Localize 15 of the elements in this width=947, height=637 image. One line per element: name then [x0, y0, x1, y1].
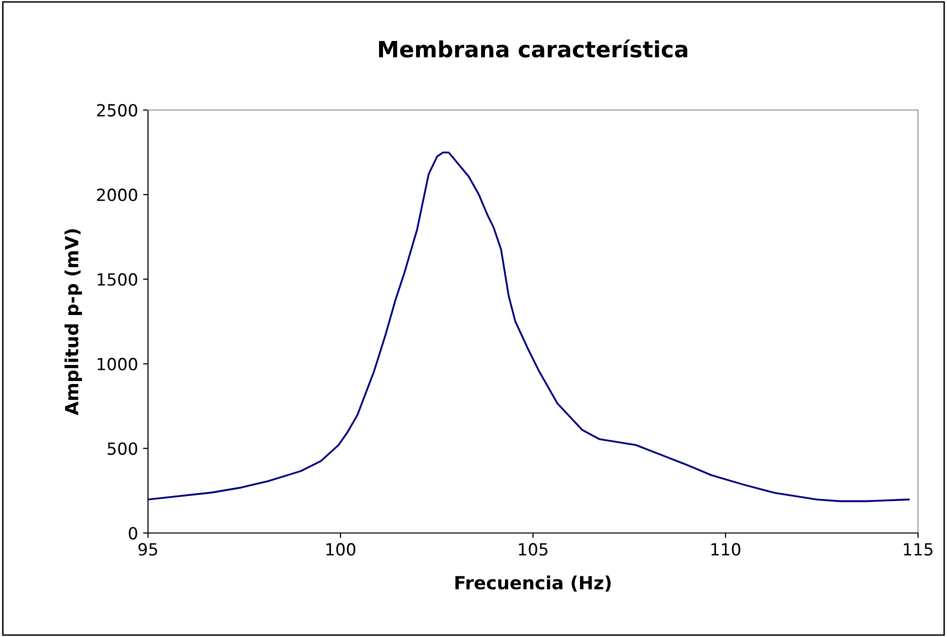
y-axis-title: Amplitud p-p (mV): [64, 229, 82, 416]
x-tick-label: 110: [711, 543, 740, 556]
x-tick-label: 105: [518, 543, 548, 556]
y-tick-label: 1000: [98, 358, 138, 370]
x-axis-title: Frecuencia (Hz): [455, 576, 611, 592]
line-series: [148, 152, 910, 502]
x-tick-label: 100: [326, 543, 356, 556]
y-tick-label: 0: [128, 526, 138, 540]
chart-title: Membrana característica: [379, 39, 688, 58]
y-tick-label: 2000: [97, 188, 138, 202]
y-tick-label: 500: [108, 442, 138, 455]
x-tick-label: 115: [904, 543, 932, 556]
x-tick-label: 95: [138, 543, 158, 556]
y-tick-label: 1500: [98, 273, 138, 286]
y-tick-label: 2500: [97, 104, 138, 117]
